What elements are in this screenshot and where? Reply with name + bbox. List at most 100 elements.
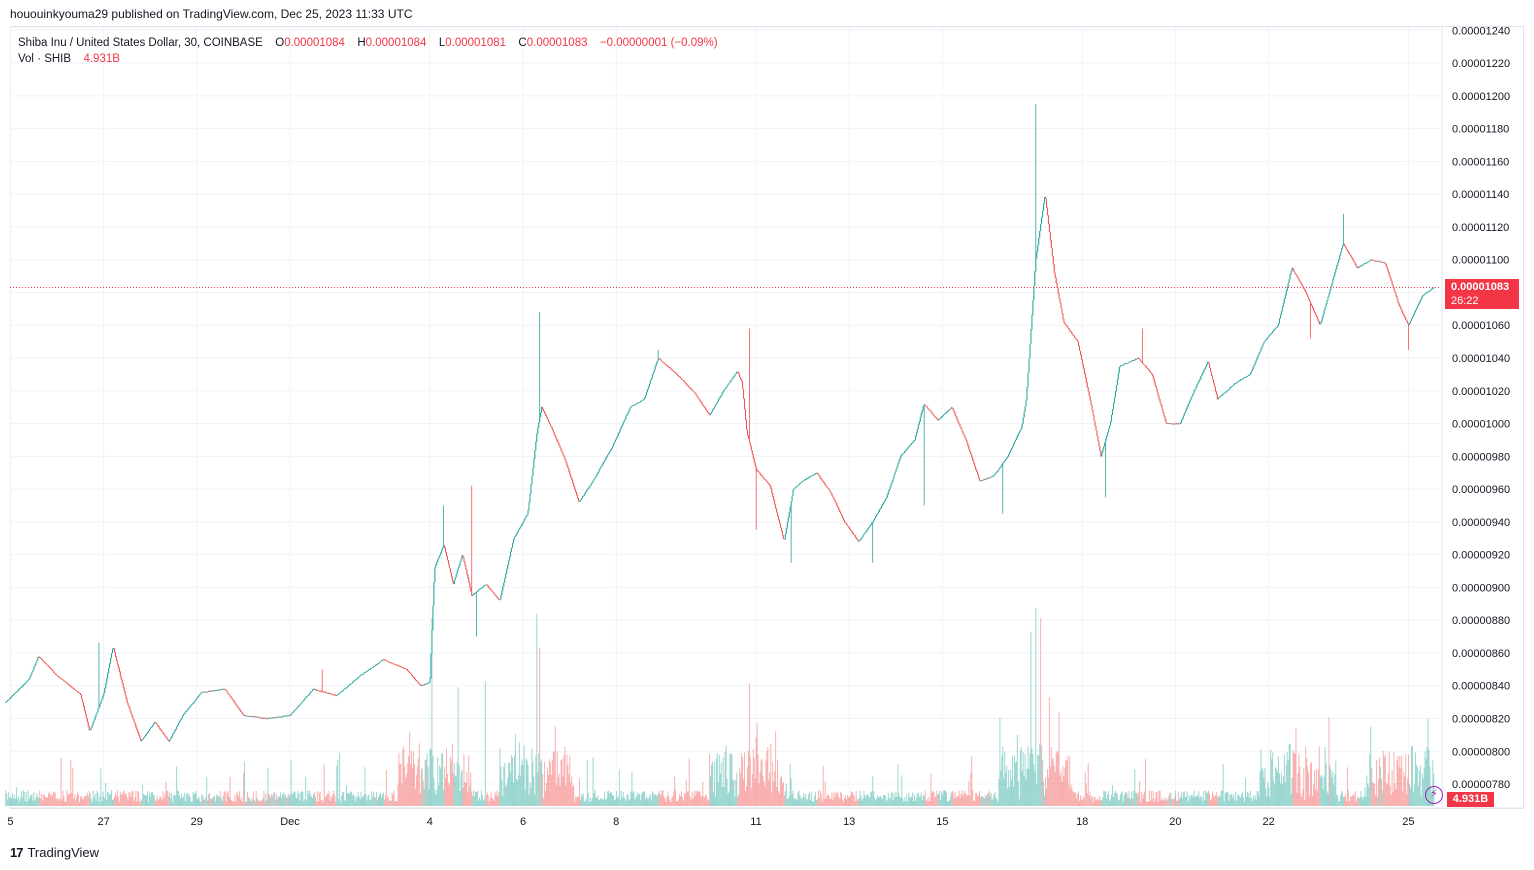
y-tick-label: 0.00001240 <box>1452 25 1510 37</box>
candle-body <box>593 478 595 481</box>
candle-body <box>127 702 129 706</box>
candle-body <box>616 435 618 438</box>
volume-bar <box>650 800 652 806</box>
candle-body <box>985 478 987 480</box>
candle-body <box>1016 435 1018 438</box>
symbol-title[interactable]: Shiba Inu / United States Dollar, 30, CO… <box>18 37 263 49</box>
volume-bar <box>1336 794 1338 806</box>
candle-body <box>223 688 225 690</box>
candle-body <box>301 701 303 704</box>
candle-body <box>592 480 594 483</box>
volume-bar <box>1110 798 1112 806</box>
candle-body <box>1394 290 1396 293</box>
volume-bar <box>303 801 305 806</box>
candle-body <box>546 417 548 420</box>
candle-body <box>78 692 80 693</box>
volume-bar <box>38 797 40 806</box>
volume-bar <box>1407 778 1409 806</box>
candle-body <box>791 495 793 502</box>
candle-body <box>482 586 484 588</box>
volume-bar <box>827 793 829 806</box>
candle-body <box>189 706 191 708</box>
candle-body <box>543 409 545 412</box>
candle-body <box>1154 381 1156 386</box>
volume-bar <box>1093 796 1095 806</box>
volume-bar <box>857 798 859 806</box>
volume-bar <box>1092 801 1094 806</box>
volume-bar <box>543 798 545 806</box>
volume-bar <box>412 751 414 806</box>
volume-bar <box>811 791 813 806</box>
candle-body <box>1169 423 1171 425</box>
candle-body <box>1091 405 1093 411</box>
volume-bar <box>312 794 314 806</box>
volume-bar <box>1165 801 1167 806</box>
volume-bar <box>215 795 217 806</box>
candle-body <box>179 721 181 723</box>
volume-bar <box>569 755 571 806</box>
candle-body <box>1316 316 1318 320</box>
candle-body <box>787 517 789 523</box>
volume-bar <box>1006 765 1008 806</box>
candle-body <box>274 717 276 719</box>
volume-bar <box>1353 795 1355 806</box>
volume-bar <box>43 794 45 806</box>
candle-body <box>997 470 999 472</box>
tradingview-brand[interactable]: 17 TradingView <box>10 845 99 860</box>
candle-body <box>211 690 213 692</box>
candle-body <box>1226 390 1228 392</box>
volume-bar <box>1017 781 1019 806</box>
volume-bar <box>1425 758 1427 806</box>
volume-bar <box>1174 797 1176 806</box>
volume-bar <box>211 798 213 806</box>
change-value: −0.00000001 (−0.09%) <box>599 37 718 49</box>
volume-bar <box>908 793 910 806</box>
volume-bar <box>860 795 862 806</box>
candle-body <box>911 443 913 445</box>
candle-body <box>50 668 52 670</box>
candle-body <box>342 690 344 692</box>
volume-bar <box>758 783 760 806</box>
candle-body <box>1002 462 1004 465</box>
volume-bar <box>967 794 969 806</box>
candle-body <box>238 707 240 709</box>
volume-bar <box>1001 755 1003 806</box>
y-tick-label: 0.00001100 <box>1452 255 1509 267</box>
volume-label[interactable]: Vol · SHIB <box>18 53 72 65</box>
volume-bar <box>809 791 811 806</box>
volume-bar <box>527 764 529 806</box>
volume-bar <box>425 759 427 806</box>
volume-bar <box>937 794 939 806</box>
volume-bar <box>996 798 998 806</box>
volume-bar <box>1090 798 1092 806</box>
candle-body <box>669 367 671 368</box>
candle-body <box>1133 360 1135 361</box>
volume-bar <box>1173 799 1175 806</box>
volume-bar <box>1417 786 1419 806</box>
volume-bar <box>44 795 46 806</box>
candle-body <box>1401 309 1403 312</box>
volume-bar <box>1324 746 1326 806</box>
candle-body <box>1377 260 1379 262</box>
candle-body <box>383 659 385 661</box>
lightning-icon[interactable]: ⚡ <box>1425 786 1443 804</box>
candle-body <box>837 505 839 508</box>
candle-body <box>1191 395 1193 398</box>
candle-body <box>41 658 43 660</box>
volume-bar <box>251 798 253 806</box>
volume-bar <box>1055 752 1057 806</box>
candle-body <box>721 392 723 395</box>
volume-bar <box>410 764 412 806</box>
volume-bar <box>1256 791 1258 806</box>
candle-body <box>17 689 19 691</box>
volume-bar <box>1179 796 1181 806</box>
volume-bar <box>681 797 683 806</box>
candle-body <box>1243 377 1245 379</box>
candle-body <box>1021 423 1023 428</box>
candle-body <box>982 479 984 481</box>
volume-bar <box>1239 796 1241 806</box>
volume-bar <box>925 800 927 806</box>
candle-body <box>1046 207 1048 216</box>
volume-bar <box>31 793 33 806</box>
